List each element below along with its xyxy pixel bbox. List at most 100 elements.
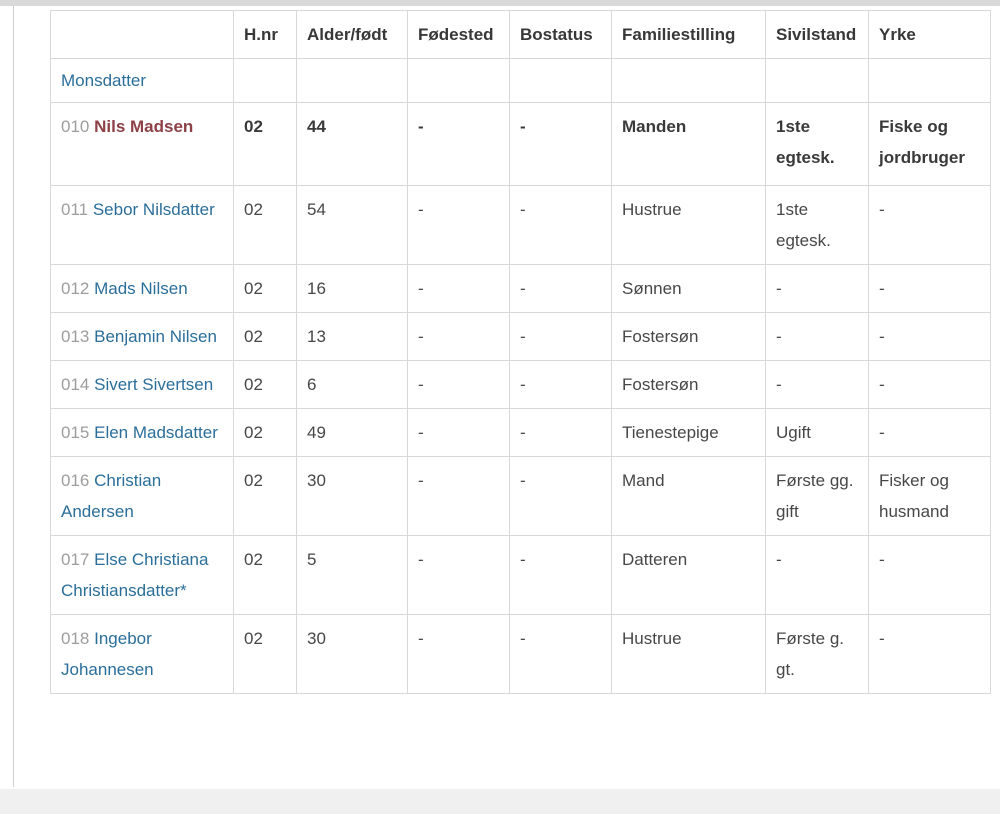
cell-bostatus: - — [509, 614, 612, 694]
cell-hnr: 02 — [233, 312, 297, 361]
cell-sivilstand: - — [765, 312, 869, 361]
person-name-link[interactable]: Monsdatter — [61, 71, 147, 90]
cell-alder: 54 — [296, 185, 408, 265]
person-name-cell: 017 Else Christiana Christiansdatter* — [50, 535, 234, 615]
person-id: 013 — [61, 327, 90, 346]
column-header-sivilstand: Sivilstand — [765, 10, 869, 59]
cell-sivilstand: 1ste egtesk. — [765, 185, 869, 265]
table-header-row: H.nr Alder/født Fødested Bostatus Famili… — [50, 10, 991, 59]
cell-yrke: - — [868, 185, 991, 265]
cell-alder: 44 — [296, 102, 408, 186]
cell-hnr: 02 — [233, 408, 297, 457]
person-name-cell: 015 Elen Madsdatter — [50, 408, 234, 457]
cell-familiestilling: Manden — [611, 102, 766, 186]
cell-hnr: 02 — [233, 185, 297, 265]
column-header-fodested: Fødested — [407, 10, 510, 59]
cell-alder: 13 — [296, 312, 408, 361]
cell-fodested — [407, 58, 510, 103]
cell-alder: 30 — [296, 456, 408, 536]
person-name-link[interactable]: Nils Madsen — [94, 117, 194, 136]
column-header-yrke: Yrke — [868, 10, 991, 59]
cell-hnr: 02 — [233, 102, 297, 186]
cell-yrke: - — [868, 312, 991, 361]
cell-bostatus: - — [509, 456, 612, 536]
cell-fodested: - — [407, 264, 510, 313]
table-row: 011 Sebor Nilsdatter 02 54- - Hustrue 1ste eg… — [50, 185, 991, 265]
cell-fodested: - — [407, 614, 510, 694]
person-name-link[interactable]: Benjamin Nilsen — [94, 327, 217, 346]
cell-yrke: - — [868, 264, 991, 313]
cell-yrke: - — [868, 614, 991, 694]
cell-fodested: - — [407, 535, 510, 615]
top-divider — [0, 0, 1000, 6]
person-name-link[interactable]: Sebor Nilsdatter — [92, 200, 215, 219]
person-name-cell: 014 Sivert Sivertsen — [50, 360, 234, 409]
person-name-link[interactable]: Elen Madsdatter — [94, 423, 218, 442]
cell-alder: 16 — [296, 264, 408, 313]
cell-bostatus — [509, 58, 612, 103]
table-row: 016 Christian Andersen 02 30- - Mand Første g… — [50, 456, 991, 536]
cell-fodested: - — [407, 408, 510, 457]
cell-bostatus: - — [509, 360, 612, 409]
person-name-cell: 011 Sebor Nilsdatter — [50, 185, 234, 265]
cell-sivilstand: - — [765, 264, 869, 313]
column-header-bostatus: Bostatus — [509, 10, 612, 59]
cell-bostatus: - — [509, 535, 612, 615]
cell-fodested: - — [407, 456, 510, 536]
person-name-cell: 013 Benjamin Nilsen — [50, 312, 234, 361]
person-name-cell: 018 Ingebor Johannesen — [50, 614, 234, 694]
cell-sivilstand: Første gg. gift — [765, 456, 869, 536]
table-row: 010 Nils Madsen 02 44- - Manden 1ste egtesk. F… — [50, 102, 991, 186]
cell-familiestilling: Datteren — [611, 535, 766, 615]
person-id: 016 — [61, 471, 90, 490]
person-id: 017 — [61, 550, 90, 569]
cell-alder: 30 — [296, 614, 408, 694]
cell-sivilstand: Ugift — [765, 408, 869, 457]
cell-hnr: 02 — [233, 614, 297, 694]
column-header-name — [50, 10, 234, 59]
person-name-cell: 016 Christian Andersen — [50, 456, 234, 536]
cell-familiestilling: Hustrue — [611, 185, 766, 265]
cell-yrke: - — [868, 360, 991, 409]
cell-sivilstand — [765, 58, 869, 103]
cell-alder — [296, 58, 408, 103]
person-id: 012 — [61, 279, 90, 298]
cell-yrke: - — [868, 535, 991, 615]
cell-alder: 5 — [296, 535, 408, 615]
cell-hnr: 02 — [233, 264, 297, 313]
person-name-link[interactable]: Sivert Sivertsen — [94, 375, 214, 394]
cell-bostatus: - — [509, 102, 612, 186]
table-body: Monsdatter 010 Nils Madsen 02 44- - Manden 1s… — [50, 58, 991, 694]
cell-fodested: - — [407, 185, 510, 265]
column-header-alder: Alder/født — [296, 10, 408, 59]
cell-fodested: - — [407, 102, 510, 186]
census-table: H.nr Alder/født Fødested Bostatus Famili… — [50, 10, 991, 694]
cell-yrke: - — [868, 408, 991, 457]
table-row: 012 Mads Nilsen 02 16- - Sønnen - - — [50, 264, 991, 313]
cell-alder: 6 — [296, 360, 408, 409]
cell-sivilstand: - — [765, 360, 869, 409]
person-name-link[interactable]: Mads Nilsen — [94, 279, 188, 298]
cell-yrke — [868, 58, 991, 103]
cell-alder: 49 — [296, 408, 408, 457]
person-name-link[interactable]: Ingebor Johannesen — [61, 629, 154, 679]
person-id: 014 — [61, 375, 90, 394]
cell-sivilstand: Første g. gt. — [765, 614, 869, 694]
cell-sivilstand: 1ste egtesk. — [765, 102, 869, 186]
cell-bostatus: - — [509, 264, 612, 313]
cell-bostatus: - — [509, 408, 612, 457]
person-id: 018 — [61, 629, 90, 648]
table-row: 014 Sivert Sivertsen 02 6- - Fostersøn - - — [50, 360, 991, 409]
cell-familiestilling: Sønnen — [611, 264, 766, 313]
person-name-link[interactable]: Else Christiana Christiansdatter* — [61, 550, 209, 600]
person-id: 011 — [61, 200, 89, 219]
column-header-hnr: H.nr — [233, 10, 297, 59]
cell-bostatus: - — [509, 312, 612, 361]
page-bottom-area — [0, 789, 1000, 814]
person-name-link[interactable]: Christian Andersen — [61, 471, 162, 521]
cell-hnr — [233, 58, 297, 103]
cell-bostatus: - — [509, 185, 612, 265]
table-row: 018 Ingebor Johannesen 02 30- - Hustrue Først… — [50, 614, 991, 694]
table-row: 015 Elen Madsdatter 02 49- - Tienestepige Ugi… — [50, 408, 991, 457]
cell-familiestilling: Mand — [611, 456, 766, 536]
